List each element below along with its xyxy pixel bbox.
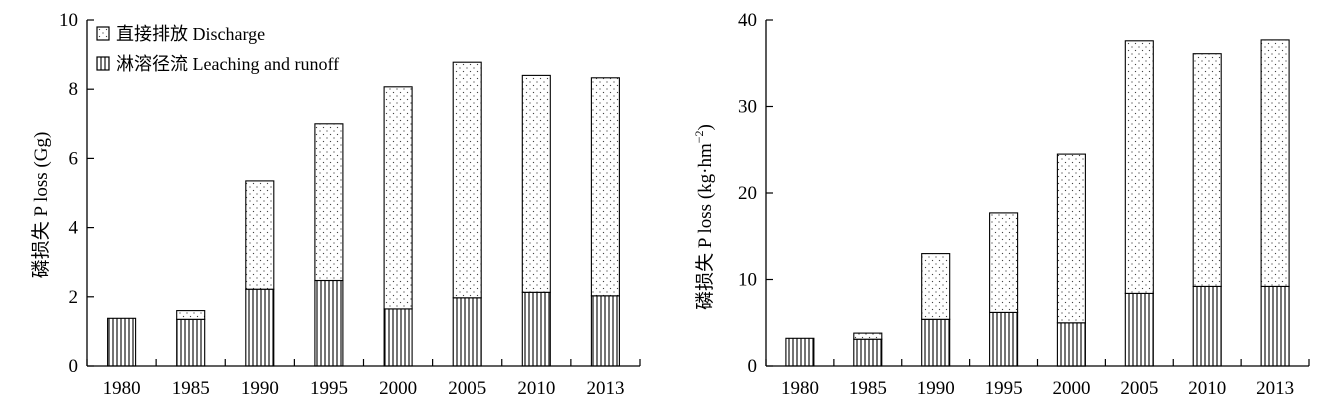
y-tick-label: 20 — [738, 183, 757, 204]
y-axis-label-main: 磷损失 P loss (kg·hm — [694, 143, 716, 310]
x-tick-label: 1990 — [917, 378, 955, 399]
bar-1985-leaching — [176, 318, 206, 367]
x-tick-label: 1980 — [781, 378, 819, 399]
x-tick-label: 1990 — [241, 378, 279, 399]
y-tick-label: 40 — [738, 10, 757, 31]
y-tick-label: 10 — [59, 10, 78, 31]
legend-swatch-discharge — [96, 26, 110, 41]
y-axis-label: 磷损失 P loss (kg·hm−2) — [692, 124, 716, 310]
y-tick-label: 8 — [69, 79, 79, 100]
legend-item-discharge: 直接排放 Discharge — [96, 24, 265, 44]
legend-label-leaching: 淋溶径流 Leaching and runoff — [116, 54, 339, 74]
y-axis-label: 磷损失 P loss (Gg) — [30, 132, 52, 279]
bar-1990-leaching — [245, 288, 275, 367]
y-tick-label: 0 — [69, 356, 79, 377]
bar-1995-discharge — [314, 123, 344, 282]
x-tick-label: 2013 — [586, 378, 624, 399]
y-tick-label: 0 — [748, 356, 758, 377]
y-axis-label-end: ) — [695, 124, 716, 130]
bar-1985-discharge — [176, 310, 206, 320]
bar-1980-leaching — [785, 337, 815, 367]
x-tick-label: 1985 — [172, 378, 210, 399]
bar-2013-discharge — [1260, 39, 1290, 287]
y-tick-label: 4 — [69, 218, 79, 239]
x-tick-label: 1980 — [103, 378, 141, 399]
y-axis-label-superscript: −2 — [692, 130, 706, 143]
chart-left: 磷损失 P loss (Gg) 直接排放 Discharge 淋溶径流 Leac… — [30, 10, 641, 399]
legend-swatch-leaching — [96, 56, 110, 71]
bar-2010-leaching — [1192, 285, 1222, 367]
legend-item-leaching: 淋溶径流 Leaching and runoff — [96, 54, 339, 74]
bar-2000-leaching — [1056, 322, 1086, 367]
bar-2013-leaching — [1260, 285, 1290, 367]
x-tick-label: 1995 — [310, 378, 348, 399]
bar-2010-discharge — [521, 74, 551, 293]
bar-2005-leaching — [1124, 292, 1154, 367]
bar-2005-leaching — [452, 297, 482, 367]
y-tick-label: 10 — [738, 270, 757, 291]
x-tick-label: 2013 — [1256, 378, 1294, 399]
bar-1995-leaching — [989, 311, 1019, 367]
bar-1985-discharge — [853, 332, 883, 340]
legend-label-discharge: 直接排放 Discharge — [116, 24, 265, 44]
x-tick-label: 2000 — [379, 378, 417, 399]
bar-1980-leaching — [107, 317, 137, 367]
bar-2013-discharge — [590, 77, 620, 297]
bar-1995-discharge — [989, 212, 1019, 313]
bar-1985-leaching — [853, 338, 883, 367]
x-tick-label: 2000 — [1052, 378, 1090, 399]
bar-2000-leaching — [383, 308, 413, 367]
bar-2000-discharge — [383, 86, 413, 310]
bars — [785, 39, 1290, 367]
y-tick-label: 2 — [69, 287, 79, 308]
bar-2010-leaching — [521, 291, 551, 367]
bar-1990-discharge — [921, 253, 951, 320]
bar-1990-discharge — [245, 180, 275, 290]
bar-1990-leaching — [921, 318, 951, 367]
x-tick-label: 2005 — [448, 378, 486, 399]
bar-2010-discharge — [1192, 53, 1222, 287]
legend: 直接排放 Discharge 淋溶径流 Leaching and runoff — [96, 24, 339, 74]
y-tick-label: 30 — [738, 97, 757, 118]
x-tick-label: 1995 — [985, 378, 1023, 399]
x-tick-label: 1985 — [849, 378, 887, 399]
bar-1995-leaching — [314, 279, 344, 367]
bar-2000-discharge — [1056, 153, 1086, 324]
x-tick-label: 2010 — [1188, 378, 1226, 399]
bar-2013-leaching — [590, 295, 620, 367]
chart-right: 磷损失 P loss (kg·hm−2) 0 10 20 30 40 1980 1985 19… — [692, 10, 1310, 399]
bar-2005-discharge — [452, 61, 482, 299]
x-tick-label: 2010 — [517, 378, 555, 399]
y-tick-label: 6 — [69, 148, 79, 169]
bar-2005-discharge — [1124, 40, 1154, 294]
bars — [107, 61, 620, 367]
x-tick-label: 2005 — [1120, 378, 1158, 399]
